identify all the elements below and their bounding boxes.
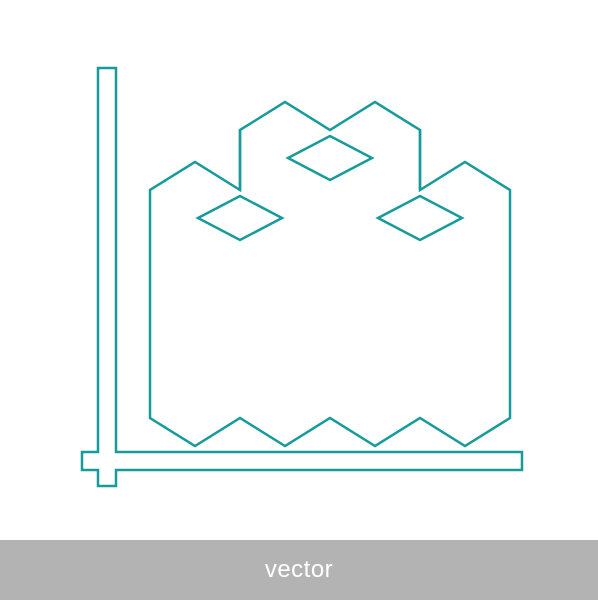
chart-icon-canvas bbox=[0, 0, 598, 540]
footer-bar: vector bbox=[0, 540, 598, 600]
3d-bar-chart-icon bbox=[0, 0, 598, 540]
footer-label: vector bbox=[265, 556, 333, 584]
